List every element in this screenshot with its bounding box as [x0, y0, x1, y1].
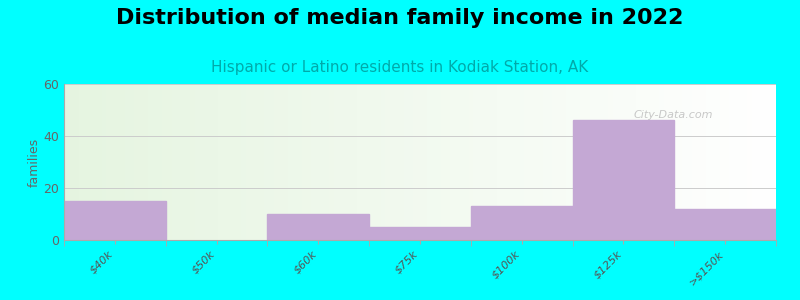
Bar — [573, 120, 674, 240]
Text: Distribution of median family income in 2022: Distribution of median family income in … — [116, 8, 684, 28]
Bar — [674, 209, 776, 240]
Bar — [471, 206, 573, 240]
Text: City-Data.com: City-Data.com — [634, 110, 713, 120]
Y-axis label: families: families — [27, 137, 41, 187]
Bar — [369, 227, 471, 240]
Bar — [267, 214, 369, 240]
Bar — [64, 201, 166, 240]
Text: Hispanic or Latino residents in Kodiak Station, AK: Hispanic or Latino residents in Kodiak S… — [211, 60, 589, 75]
